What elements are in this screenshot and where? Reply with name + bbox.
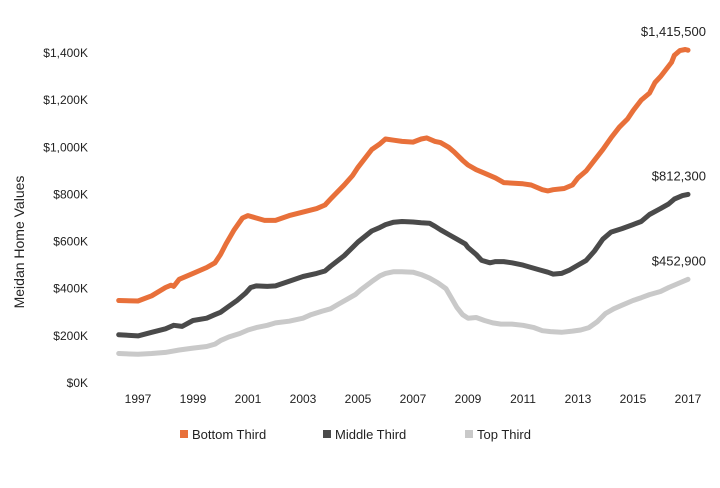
end-label-bottom-third: $1,415,500	[641, 24, 706, 39]
x-tick-label: 1997	[125, 392, 152, 406]
x-tick-label: 1999	[180, 392, 207, 406]
legend-label-bottom-third: Bottom Third	[192, 427, 266, 442]
legend: Bottom Third Middle Third Top Third	[180, 427, 531, 442]
series-line-middle-third	[116, 191, 691, 339]
legend-swatch-middle-third	[323, 430, 331, 438]
x-tick-label: 2009	[455, 392, 482, 406]
y-tick-label: $1,400K	[43, 46, 88, 60]
legend-label-top-third: Top Third	[477, 427, 531, 442]
x-tick-label: 2003	[290, 392, 317, 406]
x-axis-ticks: 1997 1999 2001 2003 2005 2007 2009 2011 2013 2015…	[125, 392, 702, 406]
series-lines	[116, 47, 691, 357]
y-tick-label: $0K	[67, 376, 88, 390]
x-tick-label: 2007	[400, 392, 427, 406]
y-tick-label: $1,200K	[43, 93, 88, 107]
series-end-labels: $1,415,500 $812,300 $452,900	[641, 24, 706, 268]
x-tick-label: 2001	[235, 392, 262, 406]
end-label-top-third: $452,900	[652, 253, 706, 268]
x-tick-label: 2013	[565, 392, 592, 406]
series-line-top-third	[116, 269, 691, 357]
y-tick-label: $600K	[53, 235, 88, 249]
x-tick-label: 2015	[620, 392, 647, 406]
y-axis-ticks: $0K $200K $400K $600K $800K $1,000K $1,200K $1,…	[43, 46, 88, 390]
legend-label-middle-third: Middle Third	[335, 427, 406, 442]
y-tick-label: $800K	[53, 187, 88, 201]
y-tick-label: $400K	[53, 282, 88, 296]
y-tick-label: $1,000K	[43, 140, 88, 154]
legend-swatch-bottom-third	[180, 430, 188, 438]
series-line-bottom-third	[116, 47, 691, 304]
end-label-middle-third: $812,300	[652, 168, 706, 183]
x-tick-label: 2011	[510, 392, 536, 406]
x-tick-label: 2005	[345, 392, 372, 406]
y-tick-label: $200K	[53, 329, 88, 343]
legend-swatch-top-third	[465, 430, 473, 438]
x-tick-label: 2017	[675, 392, 702, 406]
y-axis-label: Meidan Home Values	[11, 176, 27, 309]
